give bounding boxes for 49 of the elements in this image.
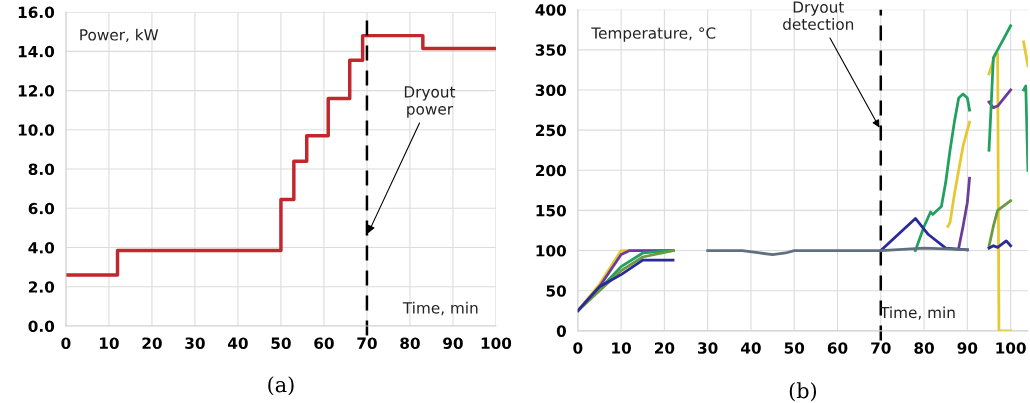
x-tick-label: 30 [185, 337, 205, 349]
y-tick-label: 4.0 [28, 242, 55, 254]
y-tick-label: 0 [556, 325, 566, 337]
x-tick-label: 50 [271, 337, 291, 349]
x-tick-label: 20 [142, 337, 162, 349]
x-tick-label: 30 [698, 342, 718, 354]
text: (b) [789, 382, 817, 402]
x-axis-title: Time, min [879, 306, 955, 320]
y-tick-label: 10.0 [18, 124, 55, 136]
x-tick-label: 20 [654, 342, 675, 354]
x-tick-label: 10 [612, 342, 632, 354]
y-tick-label: 14.0 [18, 45, 55, 58]
x-tick-label: 70 [357, 337, 377, 349]
x-tick-label: 0 [573, 342, 583, 354]
line-series [706, 246, 969, 256]
x-tick-label: 70 [871, 342, 891, 354]
y-tick-label: 150 [536, 204, 566, 217]
annotation: Dryout power [404, 86, 456, 118]
y-tick-label: 300 [535, 84, 566, 96]
y-tick-label: 50 [546, 285, 566, 297]
x-tick-label: 60 [827, 342, 848, 354]
y-tick-label: 250 [536, 124, 566, 137]
x-tick-label: 80 [914, 342, 934, 354]
y-axis-title: Power, kW [80, 28, 159, 43]
y-tick-label: 400 [535, 4, 566, 16]
x-tick-label: 60 [314, 337, 334, 349]
y-tick-label: 350 [535, 44, 566, 56]
annotation: Dryout detection [783, 1, 854, 30]
y-tick-label: 200 [536, 164, 566, 177]
x-axis-title: Time, min [402, 301, 478, 316]
y-tick-label: 12.0 [18, 85, 55, 97]
y-axis-title: Temperature, °C [591, 27, 716, 42]
x-tick-label: 10 [100, 337, 119, 349]
x-tick-label: 40 [227, 337, 248, 349]
y-tick-label: 16.0 [18, 6, 55, 19]
x-tick-label: 100 [996, 342, 1026, 354]
y-tick-label: 8.0 [28, 163, 55, 176]
text: (a) [268, 376, 294, 396]
x-tick-label: 40 [741, 342, 761, 354]
x-tick-label: 50 [784, 342, 805, 354]
x-tick-label: 100 [481, 337, 512, 349]
y-tick-label: 100 [536, 245, 566, 257]
x-tick-label: 80 [400, 337, 420, 349]
x-tick-label: 90 [957, 342, 978, 354]
x-tick-label: 0 [61, 337, 71, 349]
y-tick-label: 6.0 [28, 202, 55, 215]
y-tick-label: 2.0 [28, 281, 55, 293]
y-tick-label: 0.0 [28, 320, 55, 333]
x-tick-label: 90 [443, 337, 463, 349]
